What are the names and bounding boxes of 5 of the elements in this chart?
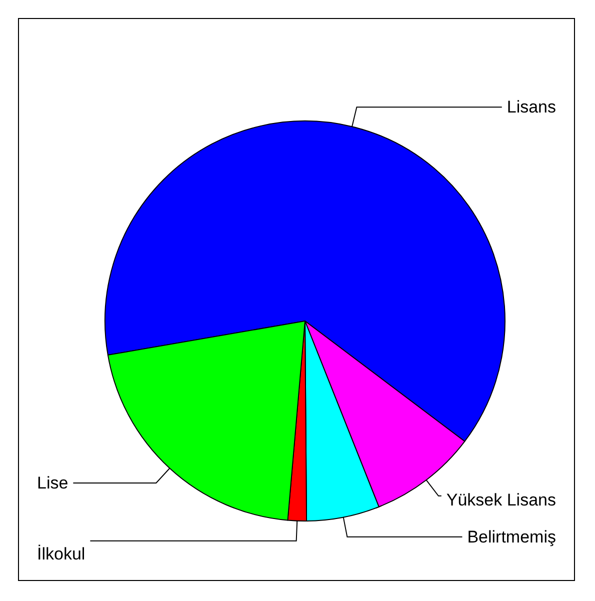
slice-label: Lisans	[506, 98, 556, 117]
slice-label: Yüksek Lisans	[446, 490, 556, 510]
slice-label: Belirtmemiş	[467, 527, 556, 546]
slice-label: Lise	[37, 473, 68, 492]
slice-label: İlkokul	[37, 544, 86, 564]
